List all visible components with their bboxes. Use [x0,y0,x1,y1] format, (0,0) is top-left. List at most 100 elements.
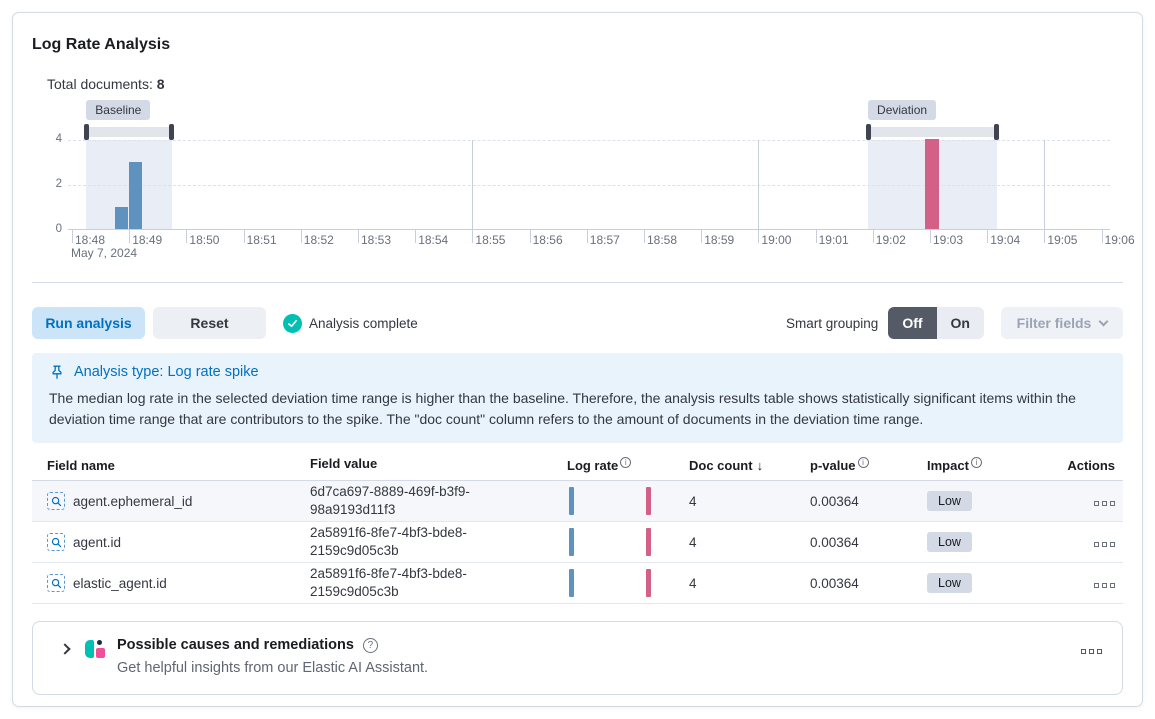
x-tickmark [529,230,531,243]
table-row: agent.ephemeral_id 6d7ca697-8889-469f-b3… [32,481,1123,522]
x-tickmark [701,230,703,243]
x-tick-label: 19:04 [990,233,1021,247]
x-tick-label: 18:53 [361,233,392,247]
x-tickmark [930,230,931,243]
deviation-mini-bar [646,569,651,597]
analysis-status-label: Analysis complete [309,315,418,331]
insights-subtitle: Get helpful insights from our Elastic AI… [117,660,429,676]
controls-right: Smart grouping Off On Filter fields [786,307,1123,339]
header-actions: Actions [1067,458,1115,473]
x-tickmark [644,230,645,243]
brush-track [68,124,1110,140]
gridline-y4 [68,140,1110,141]
log-rate-mini-chart [567,568,662,598]
x-tickmark [72,230,73,243]
results-table: Field name Field value Log rate i Doc cou… [32,453,1123,604]
log-rate-analysis-panel: Log Rate Analysis Total documents: 8 4 2… [12,12,1143,707]
baseline-mini-bar [569,487,574,515]
section-divider [32,282,1123,283]
controls-bar: Run analysis Reset Analysis complete Sma… [32,307,1123,339]
x-tickmark [358,230,359,243]
x-tickmark [1044,230,1046,243]
p-value: 0.00364 [810,575,859,591]
impact-badge: Low [927,573,972,593]
gridline-vertical [1044,140,1046,229]
header-field-value[interactable]: Field value [310,456,378,472]
impact-badge: Low [927,532,972,552]
callout-body: The median log rate in the selected devi… [49,390,1076,427]
brush-badges: Baseline Deviation [68,100,1120,124]
header-doc-count[interactable]: Doc count ↓ [689,458,764,473]
x-tick-label: 19:06 [1104,233,1135,247]
doc-count-value: 4 [689,575,697,591]
x-tickmark [987,230,989,243]
reset-button[interactable]: Reset [153,307,266,339]
x-tickmark [586,230,588,243]
baseline-badge: Baseline [86,100,151,120]
baseline-bar [114,206,128,229]
row-actions-button[interactable] [1094,500,1115,506]
info-icon: i [620,457,632,468]
header-log-rate[interactable]: Log rate i [567,457,689,473]
field-filter-icon[interactable] [47,492,65,510]
filter-fields-label: Filter fields [1016,315,1092,331]
chevron-right-icon[interactable] [59,643,71,655]
baseline-mini-bar [569,528,574,556]
smart-grouping-off-button[interactable]: Off [888,307,937,339]
x-tick-label: 19:00 [761,233,792,247]
impact-badge: Low [927,491,972,511]
x-tick-label: 18:57 [589,233,620,247]
check-icon [283,313,302,333]
log-rate-mini-chart [567,527,662,557]
run-analysis-button[interactable]: Run analysis [32,307,145,339]
x-tick-label: 19:05 [1047,233,1078,247]
question-icon: ? [362,637,378,653]
smart-grouping-label: Smart grouping [786,315,879,331]
header-p-value[interactable]: p-value i [810,457,927,473]
field-name: agent.ephemeral_id [73,493,193,509]
gridline-vertical [472,140,474,229]
smart-grouping-on-button[interactable]: On [936,307,984,339]
histogram-plot-area[interactable] [68,139,1110,230]
x-axis-date-label: May 7, 2024 [71,246,138,260]
doc-count-value: 4 [689,493,697,509]
field-filter-icon[interactable] [47,533,65,551]
x-tick-label: 18:54 [418,233,449,247]
x-tickmark [129,230,131,243]
field-filter-icon[interactable] [47,574,65,592]
x-tick-label: 19:02 [875,233,906,247]
deviation-brush-handle[interactable] [866,124,999,140]
deviation-mini-bar [646,487,651,515]
total-documents-label: Total documents: [47,76,153,92]
filter-fields-button[interactable]: Filter fields [1001,307,1123,339]
row-actions-button[interactable] [1094,582,1115,588]
doc-count-value: 4 [689,534,697,550]
x-tickmark [472,230,474,243]
header-field-name[interactable]: Field name [47,458,115,473]
y-tick-4: 4 [55,133,62,145]
y-axis: 4 2 0 [46,100,64,268]
field-name: elastic_agent.id [73,575,167,591]
field-value: 6d7ca697-8889-469f-b3f9-98a9193d11f3 [310,483,470,517]
x-tick-label: 18:59 [704,233,735,247]
x-tick-label: 18:50 [189,233,220,247]
header-impact[interactable]: Impact i [927,457,1060,473]
possible-causes-panel[interactable]: Possible causes and remediations ? Get h… [32,621,1123,695]
insights-actions-button[interactable] [1081,649,1102,654]
x-tick-label: 19:03 [933,233,964,247]
baseline-mini-bar [569,569,574,597]
field-value: 2a5891f6-8fe7-4bf3-bde8-2159c9d05c3b [310,524,467,558]
pin-icon [52,365,62,379]
baseline-brush-handle[interactable] [84,124,174,140]
x-tick-label: 18:49 [132,233,163,247]
p-value: 0.00364 [810,534,859,550]
p-value: 0.00364 [810,493,859,509]
x-tickmark [758,230,760,243]
x-axis: May 7, 2024 18:48 18:49 18:50 18:51 18:52 18:… [68,230,1135,264]
row-actions-button[interactable] [1094,541,1115,547]
table-row: agent.id 2a5891f6-8fe7-4bf3-bde8-2159c9d… [32,522,1123,563]
x-tickmark [815,230,817,243]
x-tick-label: 18:51 [246,233,277,247]
x-tick-label: 18:52 [303,233,334,247]
table-header-row: Field name Field value Log rate i Doc cou… [32,453,1123,481]
